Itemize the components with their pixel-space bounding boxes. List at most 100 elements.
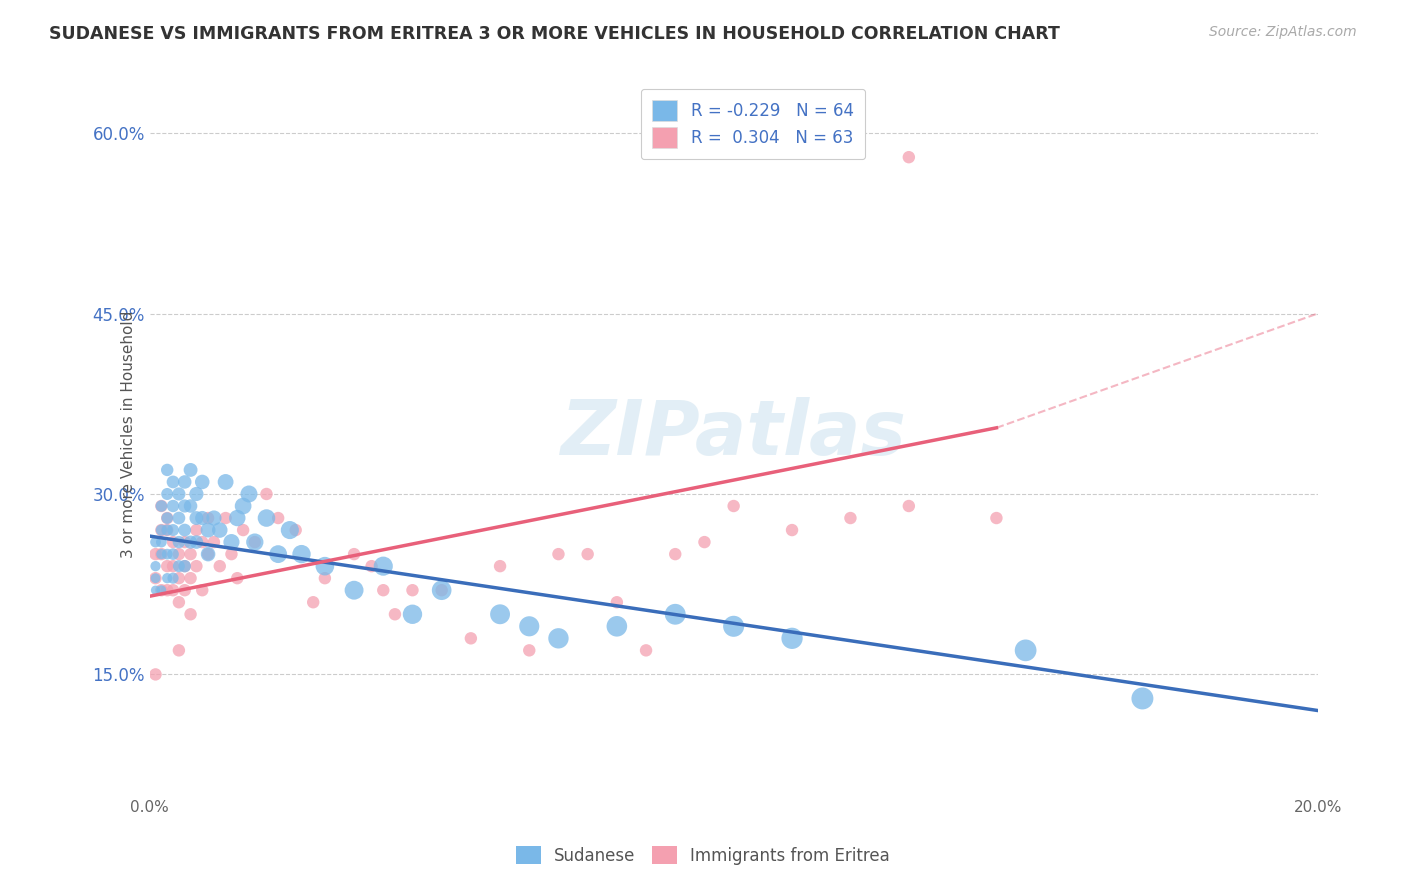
Point [191,583,214,598]
Point [256,487,278,501]
Point [162,583,184,598]
Point [401,583,423,598]
Legend: Sudanese, Immigrants from Eritrea: Sudanese, Immigrants from Eritrea [508,838,898,873]
Point [167,511,190,525]
Point [1132,691,1154,706]
Point [232,499,254,513]
Point [145,535,167,549]
Point [208,523,231,537]
Point [162,499,184,513]
Point [243,535,266,549]
Point [517,619,540,633]
Point [156,547,179,561]
Point [150,547,173,561]
Point [186,487,208,501]
Point [180,535,202,549]
Point [226,511,249,525]
Point [167,487,190,501]
Point [202,511,225,525]
Point [197,547,219,561]
Point [150,547,173,561]
Point [145,547,167,561]
Point [547,547,569,561]
Point [343,547,366,561]
Point [214,511,236,525]
Point [384,607,406,622]
Point [780,632,803,646]
Point [162,523,184,537]
Point [150,583,173,598]
Point [150,535,173,549]
Point [267,511,290,525]
Point [314,559,336,574]
Point [145,571,167,585]
Legend: R = -0.229   N = 64, R =  0.304   N = 63: R = -0.229 N = 64, R = 0.304 N = 63 [641,88,866,159]
Point [150,583,173,598]
Point [221,547,243,561]
Point [373,583,395,598]
Point [173,559,195,574]
Point [173,499,195,513]
Point [401,607,423,622]
Point [191,475,214,489]
Point [460,632,482,646]
Point [664,547,686,561]
Text: ZIPatlas: ZIPatlas [561,397,907,471]
Point [180,571,202,585]
Point [145,559,167,574]
Point [156,523,179,537]
Point [723,499,745,513]
Point [156,487,179,501]
Point [489,607,512,622]
Point [167,535,190,549]
Point [150,523,173,537]
Point [186,559,208,574]
Point [197,523,219,537]
Point [267,547,290,561]
Point [156,511,179,525]
Point [156,463,179,477]
Point [606,595,628,609]
Point [180,463,202,477]
Point [343,583,366,598]
Point [173,559,195,574]
Point [430,583,453,598]
Point [214,475,236,489]
Point [517,643,540,657]
Point [360,559,382,574]
Text: SUDANESE VS IMMIGRANTS FROM ERITREA 3 OR MORE VEHICLES IN HOUSEHOLD CORRELATION : SUDANESE VS IMMIGRANTS FROM ERITREA 3 OR… [49,25,1060,43]
Text: Source: ZipAtlas.com: Source: ZipAtlas.com [1209,25,1357,39]
Point [197,511,219,525]
Point [780,523,803,537]
Point [150,499,173,513]
Point [232,523,254,537]
Point [156,511,179,525]
Point [986,511,1008,525]
Point [290,547,312,561]
Point [606,619,628,633]
Point [373,559,395,574]
Point [186,523,208,537]
Point [186,535,208,549]
Point [202,535,225,549]
Point [693,535,716,549]
Y-axis label: 3 or more Vehicles in Household: 3 or more Vehicles in Household [121,310,136,558]
Point [145,571,167,585]
Point [167,571,190,585]
Point [180,547,202,561]
Point [284,523,307,537]
Point [156,571,179,585]
Point [145,667,167,681]
Point [489,559,512,574]
Point [162,559,184,574]
Point [191,535,214,549]
Point [173,583,195,598]
Point [173,523,195,537]
Point [1014,643,1036,657]
Point [839,511,862,525]
Point [243,535,266,549]
Point [278,523,301,537]
Point [156,559,179,574]
Point [723,619,745,633]
Point [162,547,184,561]
